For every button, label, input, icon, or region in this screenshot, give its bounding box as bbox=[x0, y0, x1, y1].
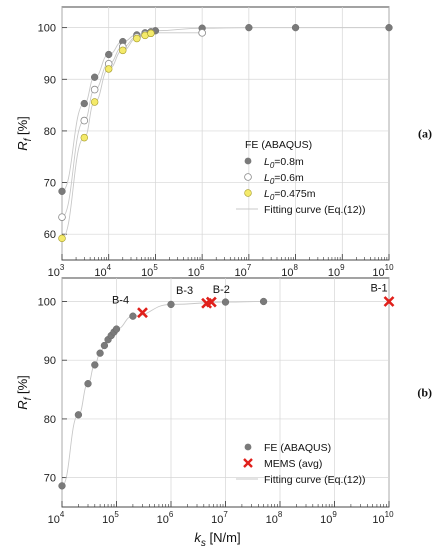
data-point-l0475 bbox=[119, 46, 127, 55]
y-axis-label: Rf [%] bbox=[15, 375, 34, 410]
data-point-fe bbox=[221, 298, 230, 306]
mems-point-label: B-3 bbox=[176, 285, 193, 297]
x-tick-label: 103 bbox=[48, 263, 65, 279]
x-tick-label: 1010 bbox=[372, 510, 394, 526]
y-tick-label: 70 bbox=[44, 178, 56, 190]
data-point-fe bbox=[74, 411, 83, 419]
mems-point-label: B-2 bbox=[213, 284, 230, 296]
legend-marker-filled bbox=[244, 157, 252, 165]
x-tick-label: 107 bbox=[211, 510, 228, 526]
data-point-mems bbox=[137, 307, 148, 319]
x-tick-label: 107 bbox=[235, 263, 252, 279]
data-point-fe bbox=[80, 99, 88, 108]
data-point-l06 bbox=[198, 29, 206, 37]
y-tick-label: 70 bbox=[44, 473, 56, 485]
x-tick-label: 106 bbox=[157, 510, 174, 526]
data-point-fe bbox=[291, 24, 300, 32]
data-point-fe bbox=[91, 361, 99, 369]
data-point-mems bbox=[205, 296, 217, 308]
data-point-mems bbox=[383, 296, 395, 307]
legend-label: MEMS (avg) bbox=[264, 458, 322, 470]
data-point-fe bbox=[105, 50, 113, 59]
data-point-fe bbox=[84, 380, 92, 388]
y-tick-label: 90 bbox=[44, 74, 56, 86]
data-point-l06 bbox=[58, 213, 66, 221]
data-point-l0475 bbox=[147, 29, 155, 38]
data-point-fe bbox=[385, 24, 393, 32]
data-point-fe bbox=[129, 312, 137, 320]
data-point-l0475 bbox=[105, 65, 113, 73]
legend-marker-x bbox=[243, 458, 253, 468]
legend-marker-yellow bbox=[244, 189, 252, 197]
y-tick-label: 60 bbox=[44, 229, 56, 241]
data-point-l0475 bbox=[133, 34, 141, 43]
x-tick-label: 105 bbox=[102, 510, 119, 526]
y-tick-label: 80 bbox=[44, 126, 56, 138]
y-axis-label: Rf [%] bbox=[15, 116, 34, 151]
data-point-fe bbox=[245, 24, 253, 32]
data-point-fe bbox=[58, 187, 66, 195]
data-point-fe bbox=[91, 73, 99, 81]
data-point-l0475 bbox=[80, 133, 88, 142]
x-tick-label: 109 bbox=[320, 510, 337, 526]
data-point-l0475 bbox=[90, 98, 99, 106]
data-point-fe bbox=[112, 325, 121, 333]
x-tick-label: 104 bbox=[48, 510, 65, 526]
mems-point-label: B-1 bbox=[370, 282, 387, 294]
x-tick-label: 109 bbox=[328, 263, 345, 279]
legend-label: L0=0.8m bbox=[264, 156, 304, 170]
x-axis-label: ks [N/m] bbox=[194, 530, 240, 549]
x-tick-label: 106 bbox=[188, 263, 205, 279]
data-point-fe bbox=[96, 349, 104, 357]
y-tick-label: 100 bbox=[38, 23, 56, 35]
legend-title: FE (ABAQUS) bbox=[245, 139, 312, 151]
legend-label: Fitting curve (Eq.(12)) bbox=[264, 204, 366, 216]
y-tick-label: 90 bbox=[44, 355, 56, 367]
data-point-l0475 bbox=[58, 234, 66, 243]
legend-label: FE (ABAQUS) bbox=[264, 442, 331, 454]
panel-label: (b) bbox=[417, 386, 432, 400]
x-tick-label: 108 bbox=[266, 510, 283, 526]
plot-frame bbox=[61, 6, 390, 261]
y-tick-label: 100 bbox=[38, 296, 56, 308]
data-point-fe bbox=[58, 482, 66, 490]
panel-label: (a) bbox=[418, 127, 432, 141]
mems-point-label: B-4 bbox=[112, 295, 129, 307]
legend-marker-hollow bbox=[244, 173, 252, 181]
legend-label: Fitting curve (Eq.(12)) bbox=[264, 474, 366, 486]
data-point-l06 bbox=[90, 85, 99, 94]
legend-marker-filled bbox=[244, 443, 252, 451]
data-point-l06 bbox=[80, 116, 89, 125]
data-point-fe bbox=[100, 341, 109, 350]
x-tick-label: 105 bbox=[141, 263, 158, 279]
data-point-fe bbox=[259, 297, 268, 306]
data-point-fe bbox=[167, 300, 175, 309]
legend-label: L0=0.475m bbox=[264, 188, 316, 202]
x-tick-label: 108 bbox=[281, 263, 298, 279]
x-tick-label: 104 bbox=[94, 263, 111, 279]
x-tick-label: 1010 bbox=[372, 263, 394, 279]
legend-label: L0=0.6m bbox=[264, 172, 304, 186]
y-tick-label: 80 bbox=[44, 414, 56, 426]
